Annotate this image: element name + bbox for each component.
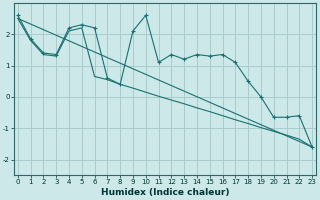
X-axis label: Humidex (Indice chaleur): Humidex (Indice chaleur) xyxy=(101,188,229,197)
